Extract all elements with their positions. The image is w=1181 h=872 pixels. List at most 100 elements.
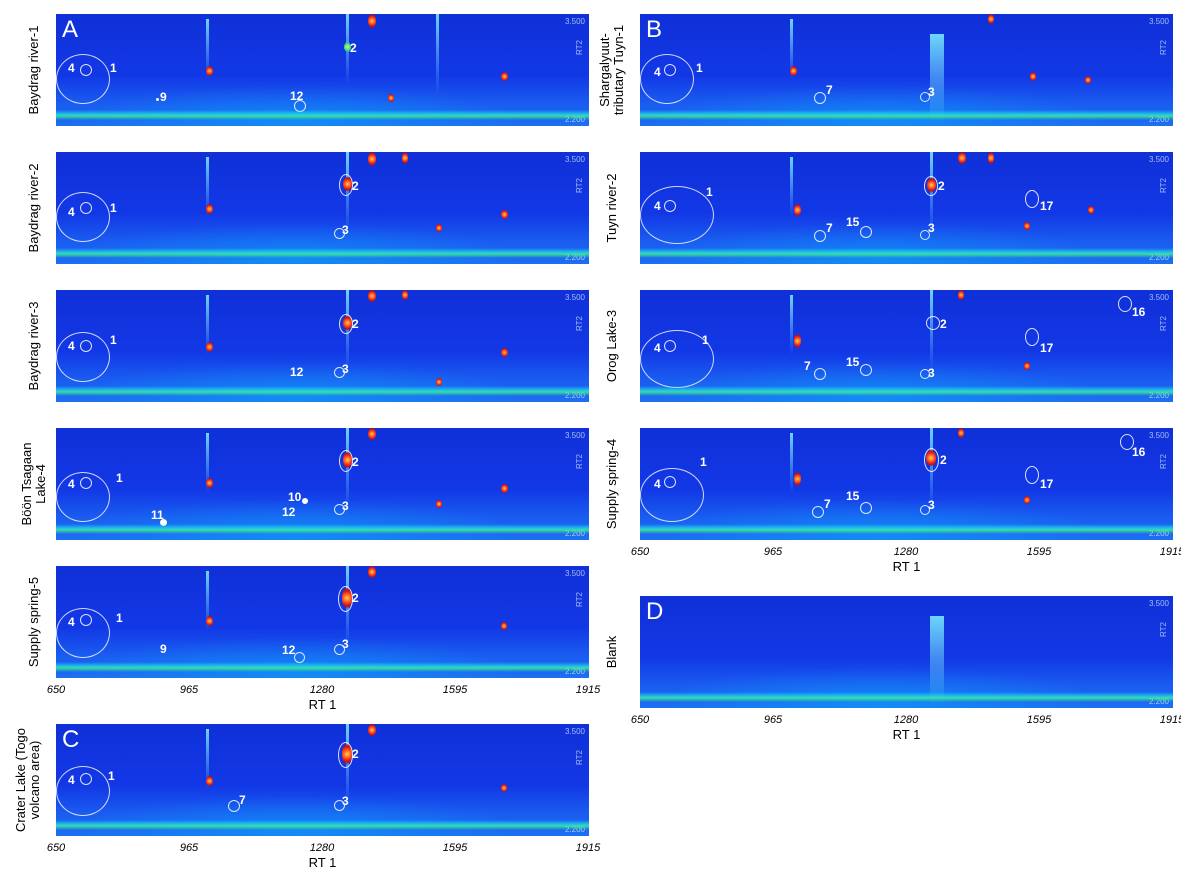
x-tick: 1915	[1159, 546, 1181, 558]
compound-label-2: 2	[940, 453, 947, 467]
peak-spot	[368, 152, 376, 166]
x-tick: 1280	[309, 684, 335, 696]
compound-ring-4	[80, 773, 92, 785]
chromatogram-streak	[930, 290, 933, 370]
compound-label-15: 15	[846, 355, 860, 369]
compound-label-1: 1	[110, 201, 117, 215]
compound-ring-2	[339, 174, 353, 196]
compound-ring-3	[334, 800, 345, 811]
rt2-max: 3.500	[1148, 155, 1169, 164]
peak-spot	[501, 348, 508, 357]
panel-blank: D 3.500 RT2 2.200	[640, 596, 1173, 708]
side-label-blank: Blank	[603, 635, 619, 669]
x-axis-right-bottom: 650 965 1280 1595 1915 RT 1	[631, 714, 1181, 744]
peak-spot	[794, 334, 801, 348]
x-tick: 965	[763, 546, 783, 558]
panel-orog-lake-3: 4 1 16 2 17 7 15 3 3.500 RT2 2.200	[640, 290, 1173, 402]
side-label-orog-3: Orog Lake-3	[603, 309, 619, 383]
compound-ring-17	[1025, 466, 1039, 484]
compound-label-7: 7	[804, 359, 811, 373]
x-tick: 965	[763, 714, 783, 726]
peak-spot	[402, 152, 408, 164]
rt2-min: 2.200	[1148, 391, 1169, 400]
compound-ring-7	[812, 506, 824, 518]
compound-label-3: 3	[928, 85, 935, 99]
rt2-label: RT2	[575, 316, 584, 331]
x-tick: 1915	[575, 842, 601, 854]
panel-tuyn-river-2: 4 1 2 17 7 15 3 3.500 RT2 2.200	[640, 152, 1173, 264]
chromatogram-streak	[790, 157, 793, 217]
x-tick: 1595	[1026, 714, 1052, 726]
peak-spot	[501, 622, 507, 630]
compound-label-10: 10	[288, 490, 302, 504]
compound-dot-11	[160, 519, 167, 526]
rt2-min: 2.200	[1148, 253, 1169, 262]
compound-ring-1	[56, 192, 110, 242]
compound-label-1: 1	[116, 471, 123, 485]
compound-ring-4	[80, 202, 92, 214]
rt2-label: RT2	[575, 40, 584, 55]
compound-ring-4	[80, 64, 92, 76]
peak-spot	[790, 66, 797, 76]
compound-ring-1	[640, 468, 704, 522]
panel-supply-spring-4: 4 1 16 2 17 7 15 3 3.500 RT2 2.200	[640, 428, 1173, 540]
compound-ring-3	[920, 92, 930, 102]
compound-label-4: 4	[654, 199, 661, 213]
x-tick: 1280	[309, 842, 335, 854]
chromatogram-streak	[206, 157, 209, 217]
compound-ring-3	[920, 505, 930, 515]
rt2-label: RT2	[1159, 40, 1168, 55]
peak-spot	[1088, 206, 1094, 214]
peak-spot	[206, 342, 213, 352]
chromatogram-streak	[206, 19, 209, 79]
compound-label-3: 3	[342, 223, 349, 237]
chromatogram-streak	[206, 729, 209, 789]
compound-ring-17	[1025, 328, 1039, 346]
rt2-min: 2.200	[1148, 529, 1169, 538]
compound-ring-1	[640, 186, 714, 244]
compound-label-16: 16	[1132, 445, 1146, 459]
compound-label-12: 12	[290, 365, 304, 379]
rt2-label: RT2	[575, 454, 584, 469]
rt2-max: 3.500	[564, 431, 585, 440]
compound-ring-15	[860, 226, 872, 238]
chromatogram-streak	[206, 433, 209, 493]
compound-label-12: 12	[282, 643, 296, 657]
compound-label-15: 15	[846, 215, 860, 229]
peak-spot	[988, 152, 994, 164]
peak-spot	[368, 14, 376, 28]
rt2-label: RT2	[575, 592, 584, 607]
peak-spot	[206, 616, 213, 626]
compound-ring-7	[814, 92, 826, 104]
peak-spot	[436, 500, 442, 508]
panel-letter-d: D	[646, 598, 664, 625]
compound-label-17: 17	[1040, 199, 1054, 213]
compound-ring-4	[80, 477, 92, 489]
peak-spot	[958, 290, 964, 300]
chromatogram-streak	[206, 295, 209, 355]
rt2-max: 3.500	[1148, 599, 1169, 608]
compound-label-7: 7	[826, 221, 833, 235]
panel-crater-lake: C 4 1 2 7 3 3.500 RT2 2.200	[56, 724, 589, 836]
side-label-baydrag-2: Baydrag river-2	[25, 163, 41, 253]
compound-label-4: 4	[68, 773, 75, 787]
peak-spot	[1024, 222, 1030, 230]
side-label-boon-tsagaan: Böön Tsagaan Lake-4	[18, 442, 48, 526]
peak-spot	[958, 152, 966, 164]
compound-label-1: 1	[702, 333, 709, 347]
peak-spot	[436, 378, 442, 386]
compound-label-2: 2	[352, 179, 359, 193]
rt2-max: 3.500	[564, 17, 585, 26]
peak-spot	[794, 204, 801, 216]
rt2-min: 2.200	[564, 667, 585, 676]
x-tick: 1915	[575, 684, 601, 696]
compound-ring-2	[339, 450, 353, 472]
side-label-crater-lake: Crater Lake (Togo volcano area)	[12, 727, 42, 833]
rt2-min: 2.200	[1148, 697, 1169, 706]
compound-ring-16	[1118, 296, 1132, 312]
compound-ring-4	[664, 64, 676, 76]
compound-label-4: 4	[68, 61, 75, 75]
side-label-supply-5: Supply spring-5	[25, 576, 41, 668]
chromatogram-streak	[206, 571, 209, 631]
compound-ring-4	[664, 476, 676, 488]
